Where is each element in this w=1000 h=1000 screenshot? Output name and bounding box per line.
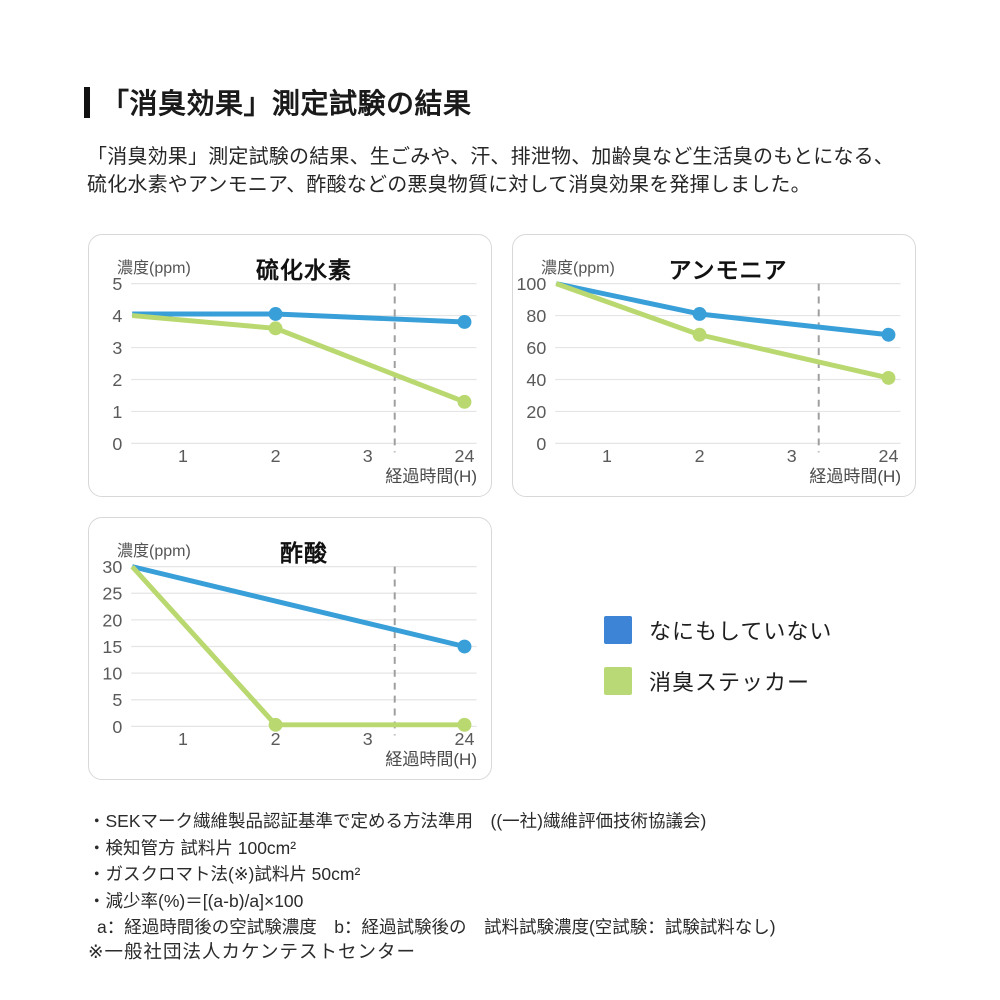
x-tick-label: 3 (787, 446, 797, 466)
footnote-item: a：経過時間後の空試験濃度 b：経過試験後の 試料試験濃度(空試験：試験試料なし… (97, 917, 776, 937)
intro-line-2: 硫化水素やアンモニア、酢酸などの悪臭物質に対して消臭効果を発揮しました。 (87, 174, 811, 196)
chart-title-hydrogen-sulfide: 硫化水素 (256, 257, 352, 283)
y-tick-label: 4 (112, 306, 122, 326)
y-tick-label: 5 (112, 690, 122, 710)
y-tick-label: 0 (112, 434, 122, 454)
x-tick-label: 24 (879, 446, 899, 466)
data-point-blue (881, 327, 896, 342)
x-tick-label: 1 (178, 729, 188, 749)
chart-card-acetic-acid: 30 25 20 15 10 5 0 1 2 3 24 濃度(ppm) 酢酸 経過時間(H) (88, 517, 492, 780)
legend-swatch-deodorant-sticker (604, 667, 632, 695)
y-tick-label: 15 (102, 637, 122, 657)
intro-text: 「消臭効果」測定試験の結果、生ごみや、汗、排泄物、加齢臭など生活臭のもとになる、… (87, 143, 894, 199)
y-tick-label: 10 (102, 664, 122, 684)
y-tick-label: 1 (112, 402, 122, 422)
chart-title-acetic-acid: 酢酸 (280, 540, 328, 566)
x-tick-label: 24 (455, 446, 475, 466)
y-tick-label: 60 (526, 338, 546, 358)
intro-line-1: 「消臭効果」測定試験の結果、生ごみや、汗、排泄物、加齢臭など生活臭のもとになる、 (87, 146, 894, 168)
x-axis-label: 経過時間(H) (385, 750, 477, 769)
y-tick-label: 80 (526, 306, 546, 326)
series-line-green (130, 564, 465, 728)
y-tick-label: 100 (516, 274, 546, 294)
y-axis-unit-label: 濃度(ppm) (117, 260, 191, 277)
data-point-green (268, 321, 283, 336)
ammonia-chart-svg: 100 80 60 40 20 0 1 2 3 24 (516, 274, 901, 466)
data-point-green (692, 327, 707, 342)
footnote-item: ・減少率(%)＝[(a-b)/a]×100 (88, 890, 304, 911)
data-point-green (457, 394, 472, 409)
legend-label-untreated: なにもしていない (649, 619, 833, 644)
data-point-blue (457, 315, 472, 329)
y-tick-label: 3 (112, 338, 122, 358)
title-accent-bar (84, 86, 90, 118)
series-line-blue (555, 281, 889, 338)
series-line-blue (131, 564, 466, 649)
data-point-blue (457, 639, 472, 654)
footnote-list: ・SEKマーク繊維製品認証基準で定める方法準用 ((一社)繊維評価技術協議会) … (88, 808, 776, 941)
footnote-item: ・ガスクロマト法(※)試料片 50cm² (88, 864, 361, 884)
y-tick-label: 25 (102, 584, 122, 604)
x-tick-label: 1 (178, 446, 188, 466)
y-axis-unit-label: 濃度(ppm) (541, 260, 615, 277)
footnote-item: ・検知管方 試料片 100cm² (88, 837, 297, 858)
x-tick-label: 24 (455, 729, 475, 749)
y-tick-label: 20 (102, 610, 122, 630)
y-tick-label: 30 (102, 557, 122, 577)
x-tick-label: 1 (602, 446, 612, 466)
data-point-green (881, 370, 896, 385)
data-point-green (268, 717, 283, 732)
data-point-green (457, 717, 472, 732)
x-tick-label: 2 (271, 446, 281, 466)
legend-swatch-untreated (604, 616, 632, 644)
section-header: 「消臭効果」測定試験の結果 (84, 82, 472, 122)
series-line-green (131, 313, 466, 405)
y-tick-label: 5 (112, 274, 122, 294)
hydrogen-sulfide-chart-svg: 5 4 3 2 1 0 1 2 3 24 (112, 274, 477, 466)
chart-card-hydrogen-sulfide: 5 4 3 2 1 0 1 2 3 24 濃度(ppm) 硫化水素 経過時間(H) (88, 234, 492, 497)
y-tick-label: 40 (526, 370, 546, 390)
source-note: ※一般社団法人カケンテストセンター (88, 941, 416, 962)
legend: なにもしていない 消臭ステッカー (604, 614, 832, 716)
page-title: 「消臭効果」測定試験の結果 (101, 88, 472, 119)
data-point-blue (268, 307, 283, 321)
y-tick-label: 20 (526, 402, 546, 422)
legend-label-deodorant-sticker: 消臭ステッカー (649, 670, 811, 695)
y-tick-label: 0 (536, 434, 546, 454)
legend-item-untreated: なにもしていない (604, 614, 832, 646)
y-tick-label: 0 (112, 717, 122, 737)
x-axis-label: 経過時間(H) (809, 467, 901, 486)
x-axis-label: 経過時間(H) (385, 467, 477, 486)
y-axis-unit-label: 濃度(ppm) (117, 543, 191, 560)
chart-card-ammonia: 100 80 60 40 20 0 1 2 3 24 濃度(ppm) アンモニア 経過時間(H) (512, 234, 916, 497)
legend-item-deodorant-sticker: 消臭ステッカー (604, 665, 832, 697)
data-point-blue (692, 307, 707, 321)
acetic-acid-chart-svg: 30 25 20 15 10 5 0 1 2 3 24 (102, 557, 477, 749)
footnote-item: ・SEKマーク繊維製品認証基準で定める方法準用 ((一社)繊維評価技術協議会) (88, 811, 707, 831)
chart-title-ammonia: アンモニア (668, 257, 788, 283)
x-tick-label: 3 (363, 729, 373, 749)
x-tick-label: 2 (271, 729, 281, 749)
x-tick-label: 3 (363, 446, 373, 466)
y-tick-label: 2 (112, 370, 122, 390)
x-tick-label: 2 (695, 446, 705, 466)
